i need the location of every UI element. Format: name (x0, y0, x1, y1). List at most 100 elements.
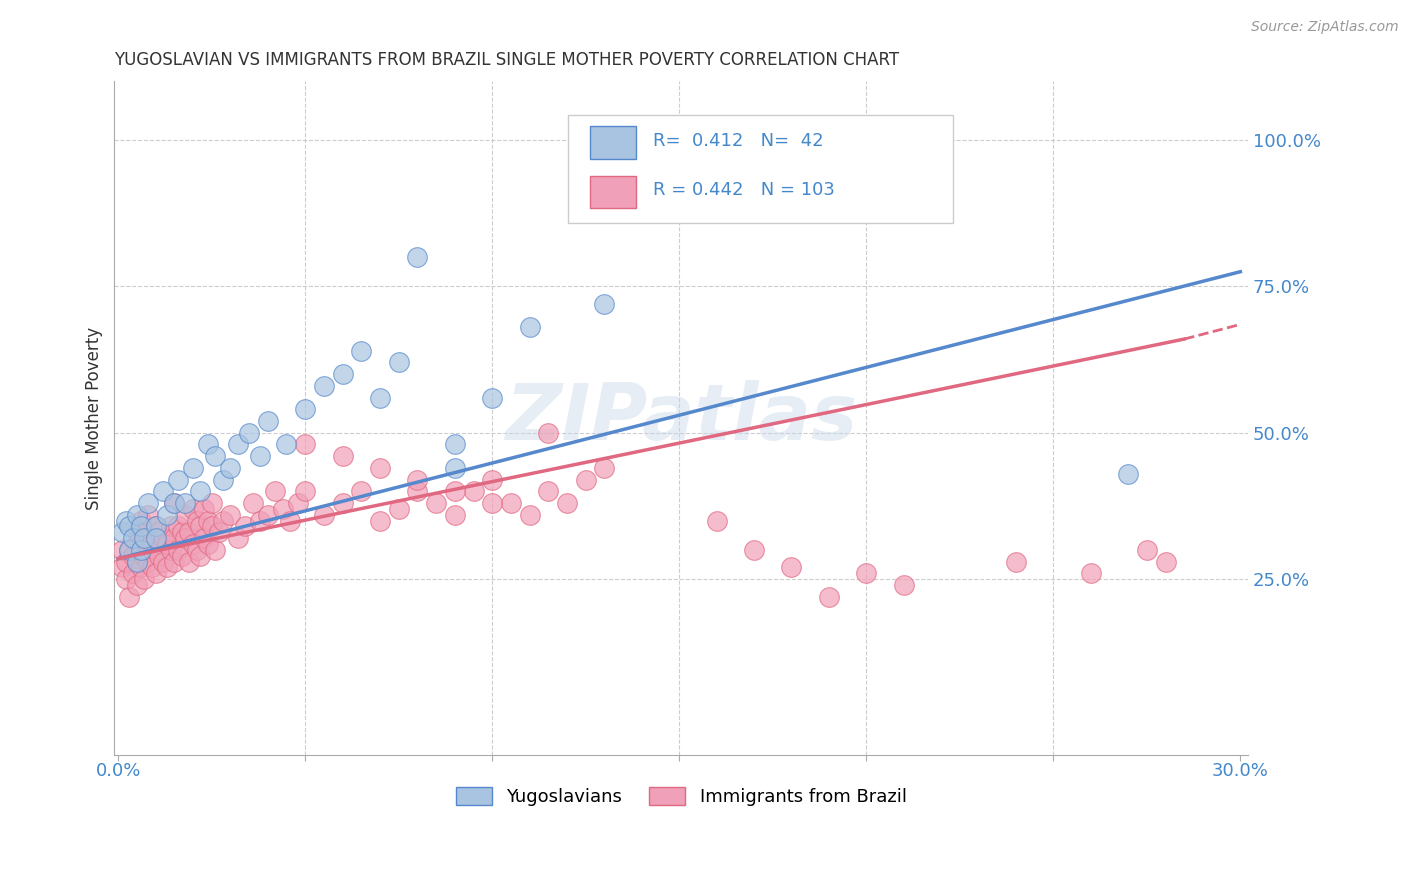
Point (312, 379, 335, 393)
Point (406, 473, 429, 487)
Point (111, 542, 134, 557)
Point (537, 484, 560, 499)
Point (122, 549, 145, 563)
Point (278, 514, 301, 528)
Point (575, 473, 598, 487)
Point (125, 578, 148, 592)
Point (201, 496, 224, 510)
Point (125, 555, 148, 569)
Point (406, 250, 429, 264)
Point (170, 549, 193, 563)
Point (219, 508, 242, 522)
Point (519, 508, 541, 522)
Point (163, 555, 186, 569)
Point (145, 519, 167, 533)
Point (148, 525, 170, 540)
Point (294, 402, 316, 417)
Point (388, 355, 411, 369)
Point (174, 496, 197, 510)
Point (368, 391, 391, 405)
Point (537, 425, 560, 440)
Point (136, 496, 159, 510)
Point (208, 525, 231, 540)
Point (122, 531, 145, 545)
Point (129, 537, 152, 551)
Point (114, 514, 136, 528)
Point (193, 502, 215, 516)
Point (118, 542, 141, 557)
Point (519, 320, 541, 334)
Point (179, 555, 201, 569)
Point (186, 542, 208, 557)
Point (593, 461, 616, 475)
Point (1116, 467, 1139, 481)
Point (332, 449, 354, 463)
Point (118, 519, 141, 533)
Point (481, 391, 503, 405)
Text: R = 0.442   N = 103: R = 0.442 N = 103 (652, 181, 835, 199)
Point (118, 590, 141, 604)
Point (111, 525, 134, 540)
Point (312, 508, 335, 522)
Point (780, 560, 803, 574)
Point (163, 496, 186, 510)
Point (125, 525, 148, 540)
Bar (591, 127, 636, 159)
Text: R=  0.412   N=  42: R= 0.412 N= 42 (652, 132, 824, 150)
Point (163, 496, 186, 510)
Point (156, 508, 179, 522)
Point (294, 484, 316, 499)
Point (141, 560, 163, 574)
Point (129, 514, 152, 528)
Point (159, 519, 181, 533)
Point (350, 343, 373, 358)
Point (368, 514, 391, 528)
Point (443, 484, 465, 499)
Point (134, 531, 156, 545)
Text: YUGOSLAVIAN VS IMMIGRANTS FROM BRAZIL SINGLE MOTHER POVERTY CORRELATION CHART: YUGOSLAVIAN VS IMMIGRANTS FROM BRAZIL SI… (114, 51, 900, 69)
FancyBboxPatch shape (568, 115, 953, 223)
Point (167, 519, 190, 533)
Point (159, 542, 181, 557)
Point (1005, 555, 1028, 569)
Point (197, 514, 219, 528)
Point (197, 537, 219, 551)
Point (136, 555, 159, 569)
Text: 0.0%: 0.0% (96, 762, 141, 780)
Point (136, 531, 159, 545)
Point (294, 437, 316, 451)
Point (332, 496, 354, 510)
Point (134, 549, 156, 563)
Point (742, 542, 765, 557)
Point (145, 566, 167, 581)
Point (136, 508, 159, 522)
Point (463, 484, 485, 499)
Point (111, 560, 134, 574)
Point (129, 542, 152, 557)
Point (152, 531, 174, 545)
Point (593, 133, 616, 147)
Point (148, 549, 170, 563)
Point (114, 572, 136, 586)
Point (167, 542, 190, 557)
Point (264, 484, 287, 499)
Point (167, 473, 190, 487)
Point (197, 437, 219, 451)
Point (152, 555, 174, 569)
Point (256, 508, 278, 522)
Point (212, 514, 235, 528)
Point (181, 461, 204, 475)
Point (242, 496, 264, 510)
Legend: Yugoslavians, Immigrants from Brazil: Yugoslavians, Immigrants from Brazil (449, 780, 914, 814)
Point (219, 461, 242, 475)
Point (425, 496, 447, 510)
Point (368, 461, 391, 475)
Point (141, 537, 163, 551)
Text: Source: ZipAtlas.com: Source: ZipAtlas.com (1251, 20, 1399, 34)
Point (201, 519, 224, 533)
Point (186, 514, 208, 528)
Point (855, 566, 877, 581)
Point (271, 502, 294, 516)
Point (179, 525, 201, 540)
Point (1136, 542, 1159, 557)
